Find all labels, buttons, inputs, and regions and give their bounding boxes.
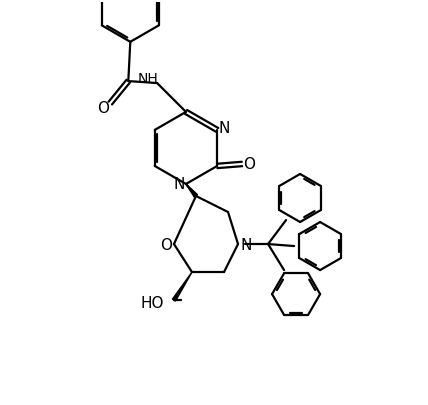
Text: HO: HO <box>140 295 163 310</box>
Text: N: N <box>219 121 230 136</box>
Text: N: N <box>241 237 252 252</box>
Text: O: O <box>97 100 109 115</box>
Text: O: O <box>243 157 255 172</box>
Text: NH: NH <box>138 72 159 86</box>
Polygon shape <box>172 273 192 301</box>
Text: O: O <box>160 237 172 252</box>
Text: N: N <box>173 177 184 192</box>
Polygon shape <box>186 185 197 198</box>
